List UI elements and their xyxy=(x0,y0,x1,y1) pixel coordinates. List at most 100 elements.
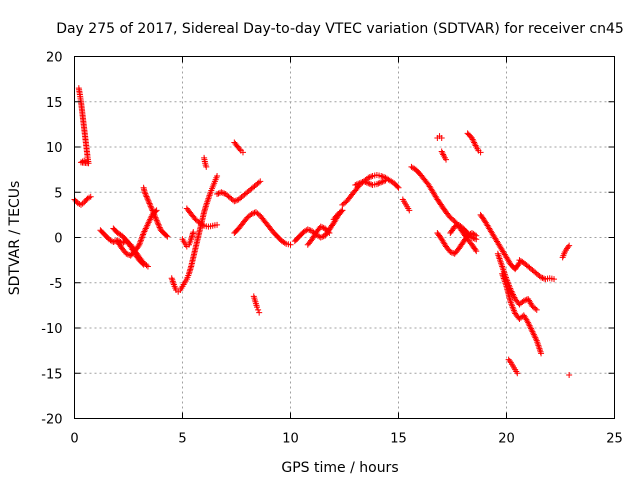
data-point xyxy=(506,358,513,365)
y-tick-label: -20 xyxy=(41,413,62,428)
data-point xyxy=(236,146,243,153)
data-series xyxy=(140,184,171,240)
data-point xyxy=(87,193,94,200)
data-point xyxy=(342,199,349,206)
data-point xyxy=(473,248,480,255)
data-point xyxy=(473,236,480,243)
data-point xyxy=(325,228,332,235)
data-point xyxy=(148,206,155,213)
data-point xyxy=(317,223,324,230)
data-point xyxy=(251,209,258,216)
data-point xyxy=(123,250,130,257)
x-tick-label: 10 xyxy=(282,432,299,447)
data-point xyxy=(214,221,221,228)
data-point xyxy=(163,232,170,239)
data-series xyxy=(516,257,558,283)
data-point xyxy=(352,182,359,189)
data-point xyxy=(319,233,326,240)
chart-title: Day 275 of 2017, Sidereal Day-to-day VTE… xyxy=(56,21,624,37)
data-point xyxy=(137,237,144,244)
grid-lines xyxy=(74,56,615,419)
y-axis-label: SDTVAR / TECUs xyxy=(7,181,23,296)
data-point xyxy=(142,192,149,199)
data-point xyxy=(366,180,373,187)
data-series xyxy=(183,205,221,230)
data-point xyxy=(533,306,540,313)
data-point xyxy=(135,243,142,250)
data-point xyxy=(140,231,147,238)
data-point xyxy=(378,179,385,186)
data-point xyxy=(394,183,401,190)
data-point xyxy=(215,190,222,197)
data-point xyxy=(566,242,573,249)
data-series xyxy=(214,178,264,205)
data-point xyxy=(140,261,147,268)
data-series xyxy=(168,172,221,295)
data-series xyxy=(399,196,413,214)
data-series xyxy=(304,223,333,248)
data-point xyxy=(514,370,521,377)
x-tick-label: 5 xyxy=(178,432,186,447)
data-point xyxy=(126,251,133,258)
data-point xyxy=(232,197,239,204)
data-point xyxy=(337,208,344,215)
data-series xyxy=(499,270,545,357)
data-point xyxy=(471,235,478,242)
data-point xyxy=(375,180,382,187)
data-series xyxy=(438,148,450,163)
data-point xyxy=(379,178,386,185)
data-point xyxy=(395,184,402,191)
data-point xyxy=(304,226,311,233)
data-series xyxy=(231,209,294,248)
data-point xyxy=(152,214,159,221)
x-tick-label: 20 xyxy=(498,432,515,447)
data-point xyxy=(454,222,461,229)
data-point xyxy=(81,157,88,164)
x-tick-label: 0 xyxy=(70,432,78,447)
data-point xyxy=(339,207,346,214)
data-point xyxy=(191,215,198,222)
data-point xyxy=(379,173,386,180)
data-series xyxy=(114,207,160,259)
data-point xyxy=(231,198,238,205)
y-tick-label: 20 xyxy=(46,51,63,66)
data-point xyxy=(199,221,206,228)
data-point xyxy=(362,178,369,185)
data-series xyxy=(330,207,346,223)
data-point xyxy=(136,240,143,247)
data-series xyxy=(464,130,484,156)
data-point xyxy=(450,250,457,257)
data-point xyxy=(139,232,146,239)
y-tick-label: 5 xyxy=(54,186,62,201)
data-series xyxy=(250,293,263,316)
data-point xyxy=(214,191,221,198)
data-point xyxy=(319,224,326,231)
data-point xyxy=(150,208,157,215)
data-point xyxy=(156,224,163,231)
data-point xyxy=(164,233,171,240)
data-point xyxy=(306,226,313,233)
data-point xyxy=(190,229,197,236)
data-point xyxy=(144,263,151,270)
data-point xyxy=(154,218,161,225)
data-point xyxy=(214,172,221,179)
data-series xyxy=(408,163,480,255)
data-point xyxy=(366,174,373,181)
data-series xyxy=(231,139,246,156)
x-tick-label: 25 xyxy=(606,432,623,447)
data-point xyxy=(281,239,288,246)
data-point xyxy=(376,179,383,186)
data-point xyxy=(326,229,333,236)
y-tick-label: 0 xyxy=(54,232,62,247)
data-point xyxy=(257,178,264,185)
data-point xyxy=(446,213,453,220)
data-point xyxy=(381,178,388,185)
data-point xyxy=(355,180,362,187)
data-point xyxy=(520,297,527,304)
data-point xyxy=(137,238,144,245)
data-point xyxy=(363,179,370,186)
y-tick-label: 10 xyxy=(46,141,63,156)
data-point xyxy=(406,207,413,214)
